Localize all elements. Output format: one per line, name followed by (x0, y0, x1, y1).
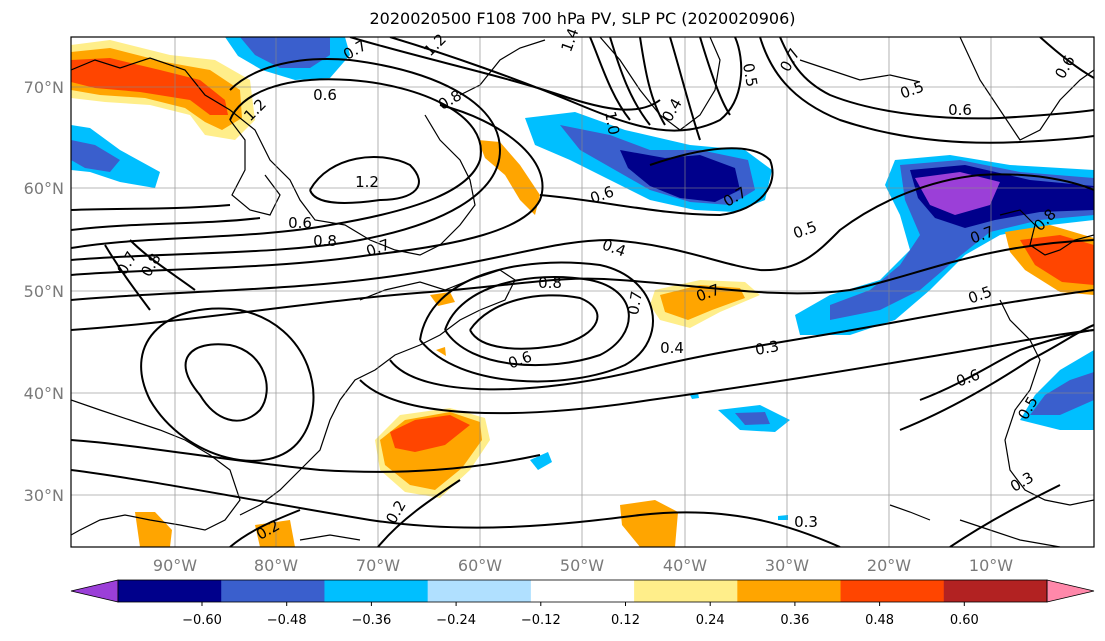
contour-label: 0.8 (313, 232, 337, 250)
colorbar-segment (118, 580, 222, 602)
contour-label: 0.5 (739, 62, 761, 89)
colorbar-tick-label: 0.36 (780, 613, 809, 628)
shaded-anomalies (71, 37, 1094, 547)
contour-label: 0.4 (660, 339, 684, 357)
colorbar-extend-high (1046, 579, 1095, 603)
contour-label: 0.6 (313, 86, 337, 104)
lon-tick-label: 50°W (560, 556, 604, 575)
lat-tick-label: 40°N (24, 384, 64, 403)
lon-tick-label: 40°W (663, 556, 707, 575)
colorbar-tick-label: 0.60 (950, 613, 979, 628)
gridlines (71, 37, 1094, 547)
colorbar-segment (943, 580, 1048, 602)
colorbar-tick-label: −0.12 (521, 613, 561, 628)
lat-tick-label: 30°N (24, 486, 64, 505)
colorbar-tick-label: −0.36 (351, 613, 391, 628)
lat-tick-label: 60°N (24, 179, 64, 198)
lat-tick-label: 70°N (24, 78, 64, 97)
colorbar-tick-label: 0.24 (696, 613, 725, 628)
lon-tick-label: 20°W (867, 556, 911, 575)
colorbar-tick-label: 0.48 (865, 613, 894, 628)
contour-label: 1.2 (355, 173, 379, 191)
colorbar-frame (117, 579, 1048, 603)
colorbar: −0.60 −0.48 −0.36 −0.24 −0.12 0.12 0.24 0.36 0.4… (70, 579, 1095, 628)
colorbar-segment (840, 580, 945, 602)
lon-tick-label: 80°W (254, 556, 298, 575)
colorbar-segment (737, 580, 842, 602)
lon-tick-label: 30°W (765, 556, 809, 575)
contour-label: 0.7 (624, 290, 646, 317)
colorbar-segment (634, 580, 738, 602)
colorbar-extend-low (70, 579, 119, 603)
contour-label: 0.8 (538, 274, 562, 292)
map-frame (70, 36, 1095, 548)
colorbar-tick-label: 0.12 (611, 613, 640, 628)
contour-label: 0.6 (288, 214, 312, 232)
contour-label: 1.0 (601, 110, 623, 137)
lon-tick-label: 70°W (356, 556, 400, 575)
contour-label: 0.3 (794, 513, 818, 531)
lon-tick-label: 90°W (153, 556, 197, 575)
colorbar-segment (221, 580, 325, 602)
lat-tick-label: 50°N (24, 282, 64, 301)
colorbar-segment (530, 580, 635, 602)
colorbar-segment (324, 580, 429, 602)
colorbar-tick-label: −0.48 (267, 613, 307, 628)
lon-tick-label: 10°W (969, 556, 1013, 575)
contour-label: 0.3 (754, 337, 781, 359)
lon-tick-label: 60°W (458, 556, 502, 575)
axis-tick-labels: 90°W 80°W 70°W 60°W 50°W 40°W 30°W 20°W 10°W 70°N… (24, 78, 1014, 575)
negative-anomaly-west-coast (71, 125, 160, 188)
colorbar-segment (427, 580, 532, 602)
contour-label: 0.6 (948, 101, 972, 119)
colorbar-tick-label: −0.60 (182, 613, 222, 628)
pressure-contours (71, 37, 1094, 547)
map-title: 2020020500 F108 700 hPa PV, SLP PC (2020… (369, 9, 796, 28)
colorbar-tick-label: −0.24 (436, 613, 476, 628)
